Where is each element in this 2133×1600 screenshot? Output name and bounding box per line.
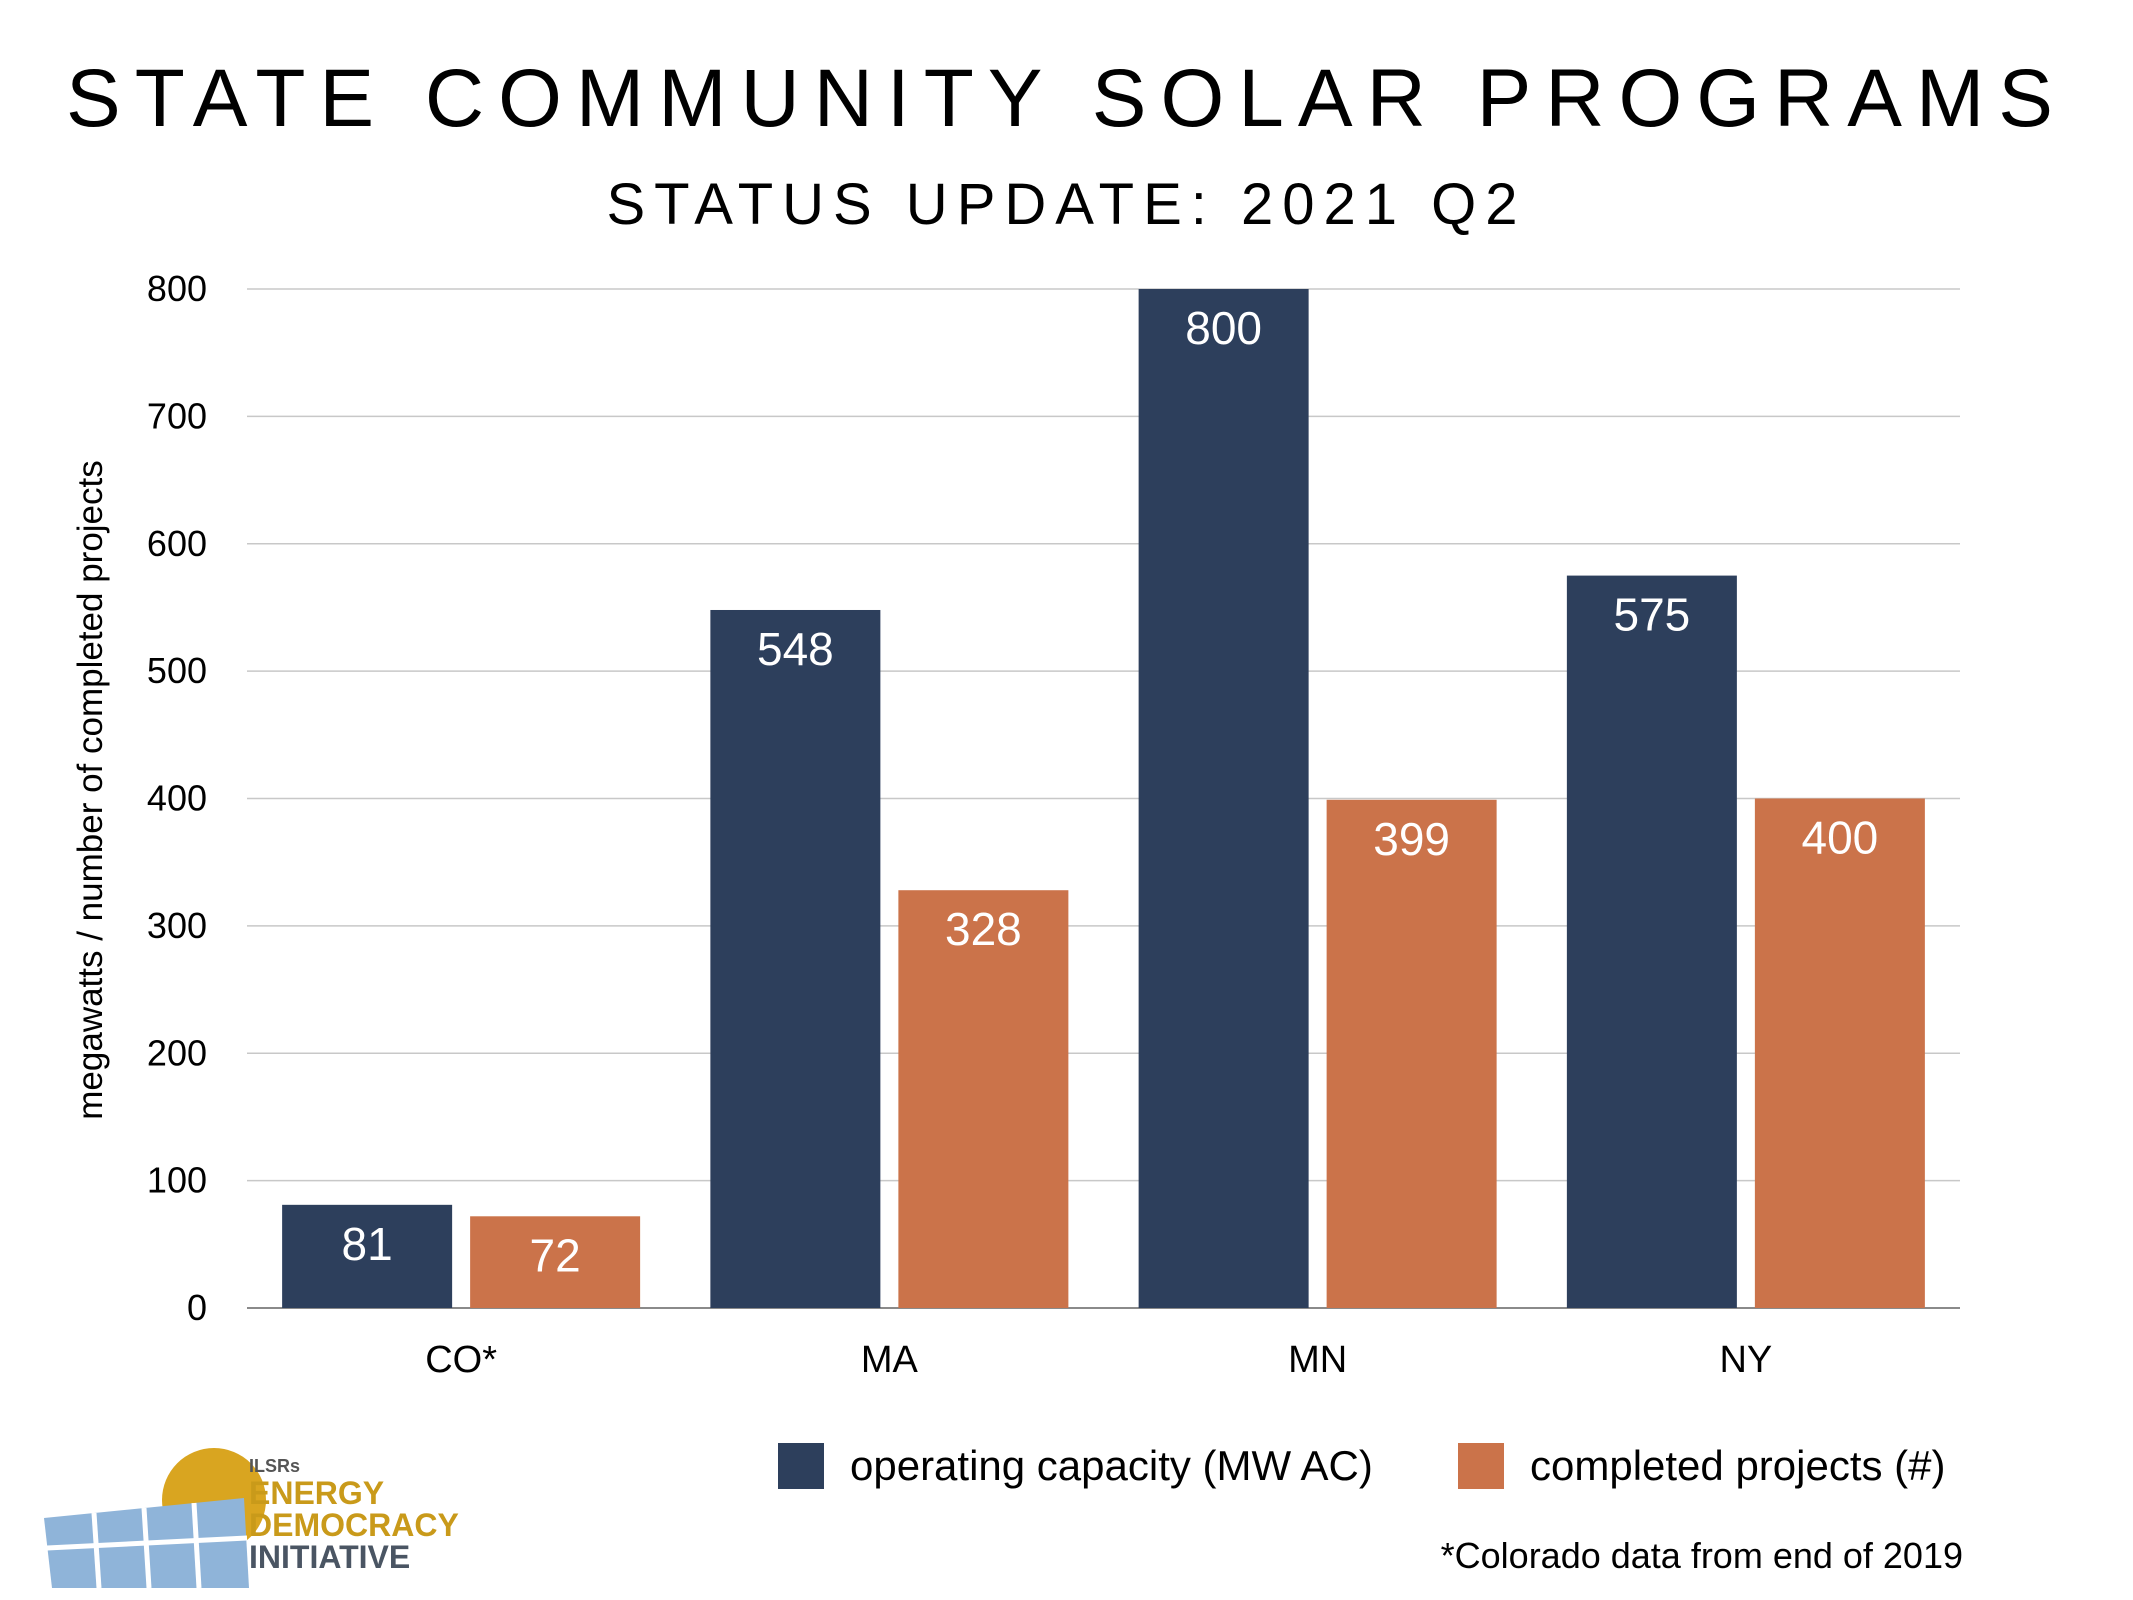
y-tick-label: 100 (147, 1160, 207, 1201)
bar-CO-1 (470, 1216, 641, 1308)
bar-MA-1 (898, 890, 1069, 1308)
x-category-label: NY (1719, 1339, 1772, 1381)
y-tick-label: 200 (147, 1032, 207, 1073)
y-tick-label: 800 (147, 268, 207, 309)
y-axis-ticks: 0 100 200 300 400 500 600 700 800 (147, 268, 207, 1328)
legend-label-completed-projects: completed projects (#) (1530, 1442, 1946, 1489)
bar-chart: 0 100 200 300 400 500 600 700 800 81 72 548 328 800 3… (71, 268, 1960, 1381)
y-axis-label: megawatts / number of completed projects (71, 460, 110, 1119)
y-tick-label: 400 (147, 778, 207, 819)
legend-item-completed-projects: completed projects (#) (1458, 1436, 1946, 1496)
footnote: *Colorado data from end of 2019 (1440, 1535, 1963, 1576)
logo-line-2: ENERGY (249, 1475, 384, 1511)
legend-label-operating-capacity: operating capacity (MW AC) (850, 1442, 1373, 1489)
y-tick-label: 700 (147, 395, 207, 436)
x-category-label: MA (861, 1339, 919, 1381)
x-category-label: CO* (425, 1339, 497, 1381)
data-label: 548 (757, 623, 834, 675)
legend-swatch-operating-capacity (778, 1443, 824, 1489)
y-tick-label: 600 (147, 523, 207, 564)
bar-CO-0 (282, 1204, 453, 1308)
legend-item-operating-capacity: operating capacity (MW AC) (778, 1436, 1373, 1496)
data-label: 400 (1802, 812, 1879, 864)
solar-panel-icon (44, 1498, 249, 1588)
data-label: 575 (1614, 589, 1691, 641)
chart-title: STATE COMMUNITY SOLAR PROGRAMS (66, 53, 2067, 144)
bar-NY-0 (1566, 575, 1737, 1308)
data-label: 800 (1185, 302, 1262, 354)
logo-line-4: INITIATIVE (249, 1539, 410, 1575)
bars (282, 289, 1925, 1308)
data-label: 72 (530, 1229, 581, 1281)
y-tick-label: 0 (187, 1287, 207, 1328)
bar-NY-1 (1754, 798, 1925, 1308)
logo-line-3: DEMOCRACY (249, 1507, 459, 1543)
data-label: 328 (945, 903, 1022, 955)
logo-line-1: ILSRs (249, 1456, 300, 1476)
ilsr-energy-democracy-logo: ILSRs ENERGY DEMOCRACY INITIATIVE (44, 1448, 459, 1588)
y-tick-label: 500 (147, 650, 207, 691)
x-category-label: MN (1288, 1339, 1347, 1381)
bar-MN-1 (1326, 799, 1497, 1308)
data-labels: 81 72 548 328 800 399 575 400 (342, 302, 1879, 1281)
bar-MA-0 (710, 609, 881, 1308)
y-tick-label: 300 (147, 905, 207, 946)
data-label: 81 (342, 1218, 393, 1270)
x-axis-categories: CO* MA MN NY (425, 1339, 1772, 1381)
data-label: 399 (1373, 813, 1450, 865)
legend-swatch-completed-projects (1458, 1443, 1504, 1489)
chart-subtitle: STATUS UPDATE: 2021 Q2 (606, 172, 1527, 237)
bar-MN-0 (1138, 289, 1309, 1308)
